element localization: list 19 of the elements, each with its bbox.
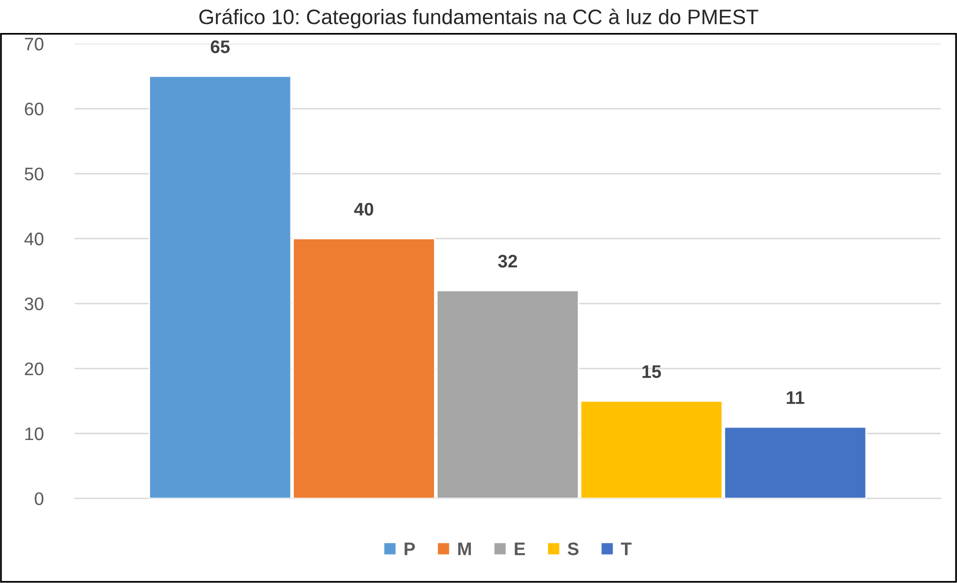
y-tick-label: 50: [24, 168, 44, 180]
legend-label: E: [514, 542, 525, 556]
legend-label: S: [568, 542, 579, 556]
chart-title: Gráfico 10: Categorias fundamentais na CC à luz do PMEST: [199, 8, 758, 28]
data-label: 32: [498, 254, 518, 268]
y-tick-label: 30: [24, 298, 44, 310]
legend-label: P: [404, 542, 415, 556]
data-label: 15: [642, 365, 661, 378]
y-tick-label: 20: [24, 362, 44, 376]
y-tick-label: 10: [25, 427, 44, 440]
legend-label: T: [620, 542, 632, 556]
y-tick-label: 60: [24, 102, 44, 116]
y-tick-label: 40: [24, 232, 44, 246]
legend-label: M: [458, 542, 471, 556]
y-tick-label: 0: [34, 492, 44, 506]
data-label: 11: [786, 391, 804, 404]
data-label: 40: [354, 202, 374, 216]
data-label: 65: [210, 40, 230, 54]
y-tick-label: 70: [24, 38, 44, 50]
